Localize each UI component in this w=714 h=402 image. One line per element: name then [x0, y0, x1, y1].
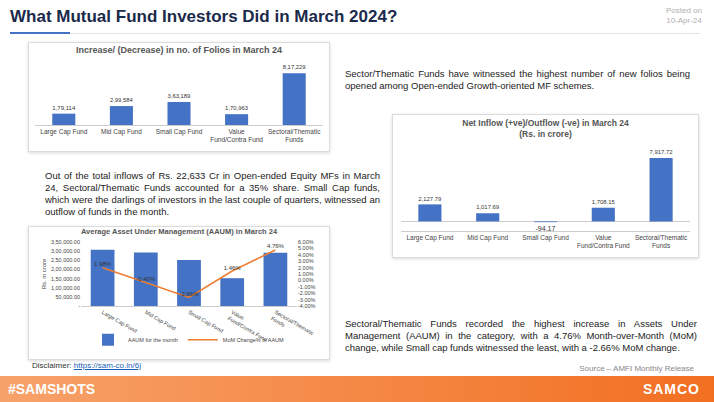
svg-text:5.00%: 5.00%	[298, 245, 314, 251]
svg-text:1,708.15: 1,708.15	[592, 199, 616, 205]
svg-text:Sectoral/ThematicFunds: Sectoral/ThematicFunds	[635, 234, 688, 249]
svg-text:3,50,000.00: 3,50,000.00	[51, 239, 80, 245]
svg-text:Net Inflow (+ve)/Outflow (-ve): Net Inflow (+ve)/Outflow (-ve) in March …	[462, 118, 629, 139]
svg-text:Small Cap Fund: Small Cap Fund	[522, 234, 569, 242]
svg-text:3,63,189: 3,63,189	[168, 93, 191, 99]
svg-text:1,50,000.00: 1,50,000.00	[51, 275, 80, 281]
svg-text:ValueFund/Contra Fund: ValueFund/Contra Fund	[577, 234, 630, 249]
svg-text:1.00%: 1.00%	[298, 271, 314, 277]
svg-text:Average Asset Under Management: Average Asset Under Management (AAUM) in…	[81, 227, 278, 236]
svg-text:1.98%: 1.98%	[94, 261, 112, 267]
svg-text:Large Cap Fund: Large Cap Fund	[406, 234, 453, 242]
svg-text:AAUM for the month: AAUM for the month	[128, 337, 178, 343]
svg-text:Mid Cap Fund: Mid Cap Fund	[101, 128, 142, 136]
svg-text:Rs. in crore: Rs. in crore	[41, 258, 47, 289]
svg-text:Mid Cap Fund: Mid Cap Fund	[467, 234, 508, 242]
svg-text:Small Cap Fund: Small Cap Fund	[156, 128, 203, 136]
svg-text:-2.00%: -2.00%	[298, 290, 316, 296]
svg-text:-1.00%: -1.00%	[298, 284, 316, 290]
svg-text:0.00%: 0.00%	[298, 277, 314, 283]
svg-text:4.76%: 4.76%	[267, 243, 285, 249]
svg-text:1,017.69: 1,017.69	[476, 204, 499, 210]
svg-text:3.00%: 3.00%	[298, 258, 314, 264]
svg-text:-4.00%: -4.00%	[298, 303, 316, 309]
svg-text:-: -	[78, 303, 80, 309]
svg-text:1,79,114: 1,79,114	[52, 105, 76, 111]
svg-text:ValueFund/Contra Fund: ValueFund/Contra Fund	[210, 128, 263, 143]
svg-text:Mid Cap Fund: Mid Cap Fund	[144, 309, 177, 331]
svg-text:-3.00%: -3.00%	[298, 297, 316, 303]
svg-text:Large Cap Fund: Large Cap Fund	[101, 309, 138, 334]
svg-text:3,00,000.00: 3,00,000.00	[51, 248, 80, 254]
svg-text:8,17,229: 8,17,229	[283, 64, 306, 70]
svg-text:2,50,000.00: 2,50,000.00	[51, 257, 80, 263]
svg-text:-94.17: -94.17	[536, 225, 556, 232]
svg-text:2,99,584: 2,99,584	[110, 97, 134, 103]
svg-text:2.00%: 2.00%	[298, 265, 314, 271]
svg-text:2,127.79: 2,127.79	[418, 196, 441, 202]
svg-text:Large Cap Fund: Large Cap Fund	[40, 128, 87, 136]
svg-text:1,00,000.00: 1,00,000.00	[51, 285, 80, 291]
svg-text:-0.40%: -0.40%	[136, 276, 156, 282]
svg-text:Sectoral/ThematicFunds: Sectoral/ThematicFunds	[268, 128, 321, 143]
svg-text:MoM Change% in AAUM: MoM Change% in AAUM	[223, 337, 284, 343]
svg-text:1.46%: 1.46%	[224, 265, 242, 271]
svg-text:Increase/ (Decrease) in no. of: Increase/ (Decrease) in no. of Folios in…	[76, 45, 282, 55]
svg-text:2,00,000.00: 2,00,000.00	[51, 266, 80, 272]
svg-text:50,000.00: 50,000.00	[56, 294, 80, 300]
svg-text:6.00%: 6.00%	[298, 239, 314, 245]
svg-text:7,917.72: 7,917.72	[650, 149, 673, 155]
svg-text:Small Cap Fund: Small Cap Fund	[187, 309, 224, 334]
svg-text:-2.66%: -2.66%	[179, 291, 199, 297]
svg-text:1,70,963: 1,70,963	[225, 105, 249, 111]
svg-text:4.00%: 4.00%	[298, 252, 314, 258]
